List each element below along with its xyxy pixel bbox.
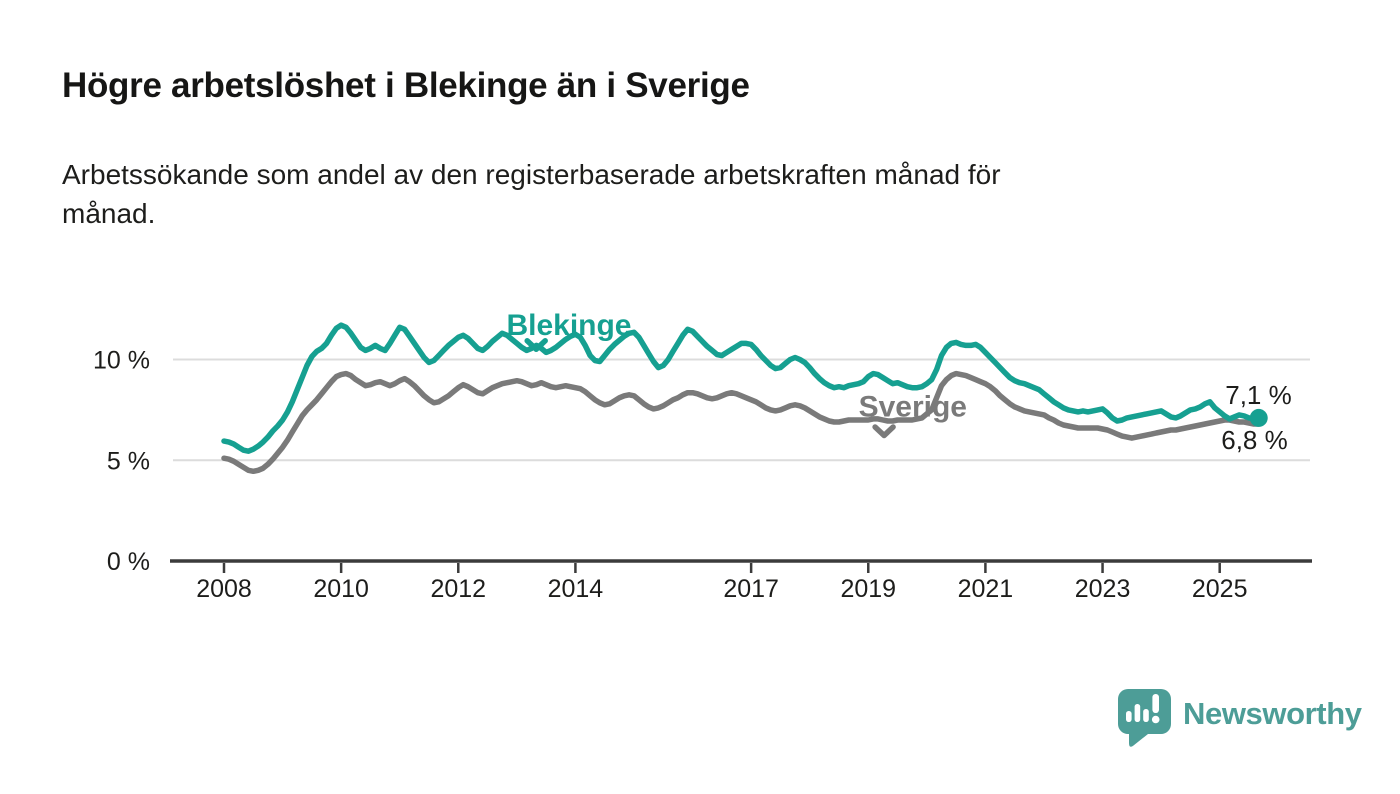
blekinge-end-dot <box>1249 408 1268 427</box>
subtitle-line-1: Arbetssökande som andel av den registerb… <box>62 159 1001 190</box>
x-tick-label: 2010 <box>313 575 369 603</box>
x-tick-label: 2021 <box>958 575 1014 603</box>
x-tick-label: 2008 <box>196 575 252 603</box>
blekinge-line <box>221 322 1262 454</box>
sverige-end-value-label: 6,8 % <box>1221 425 1288 455</box>
series-label-sverige: Sverige <box>859 390 967 423</box>
series-label-blekinge: Blekinge <box>506 309 631 342</box>
x-tick-label: 2012 <box>430 575 486 603</box>
x-tick-label: 2025 <box>1192 575 1248 603</box>
sverige-line <box>221 370 1262 475</box>
subtitle-line-2: månad. <box>62 198 156 229</box>
y-tick-label: 10 % <box>93 347 150 375</box>
page-subtitle: Arbetssökande som andel av den registerb… <box>62 155 1312 233</box>
newsworthy-wordmark: Newsworthy <box>1183 696 1362 731</box>
x-tick-label: 2014 <box>548 575 604 603</box>
chevron-down-icon <box>872 424 896 439</box>
y-tick-label: 5 % <box>107 447 150 475</box>
newsworthy-logo: Newsworthy <box>1116 688 1362 754</box>
x-tick-label: 2019 <box>840 575 896 603</box>
x-tick-label: 2023 <box>1075 575 1131 603</box>
y-tick-label: 0 % <box>107 548 150 576</box>
x-tick-label: 2017 <box>723 575 779 603</box>
chevron-down-icon <box>524 338 548 353</box>
newsworthy-speech-bubble-bar-chart-icon <box>1118 689 1171 747</box>
blekinge-end-value-label: 7,1 % <box>1225 380 1292 410</box>
page-title: Högre arbetslöshet i Blekinge än i Sveri… <box>62 66 750 105</box>
